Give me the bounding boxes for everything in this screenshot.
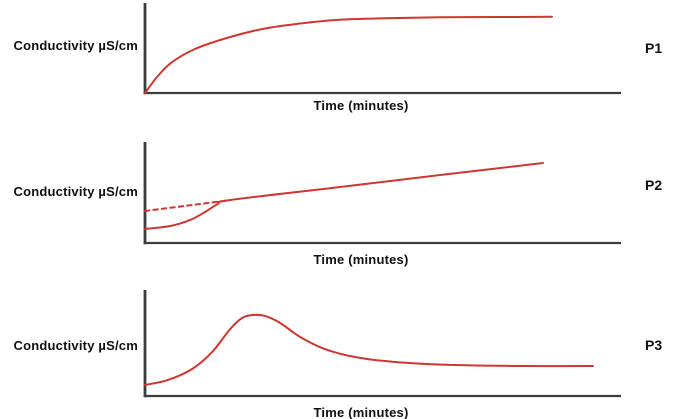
plot-area-p3	[143, 290, 621, 398]
x-axis-label-p1: Time (minutes)	[313, 98, 409, 113]
panel-label-p1: P1	[645, 40, 663, 56]
curve-p2-dashed	[144, 199, 229, 212]
curve-p2-solid	[144, 162, 544, 230]
x-axis-label-p3: Time (minutes)	[313, 405, 409, 419]
plot-area-p2	[143, 142, 621, 245]
plot-area-p1	[143, 3, 621, 95]
y-axis-label-p3: Conductivity µS/cm	[13, 338, 138, 353]
y-axis-label-p2: Conductivity µS/cm	[13, 184, 138, 199]
curve-p1-solid	[144, 15, 553, 94]
panel-label-p2: P2	[645, 177, 663, 193]
curve-p3-solid	[144, 313, 594, 386]
x-axis-label-p2: Time (minutes)	[313, 252, 409, 267]
y-axis-label-p1: Conductivity µS/cm	[13, 38, 138, 53]
panel-label-p3: P3	[645, 337, 663, 353]
